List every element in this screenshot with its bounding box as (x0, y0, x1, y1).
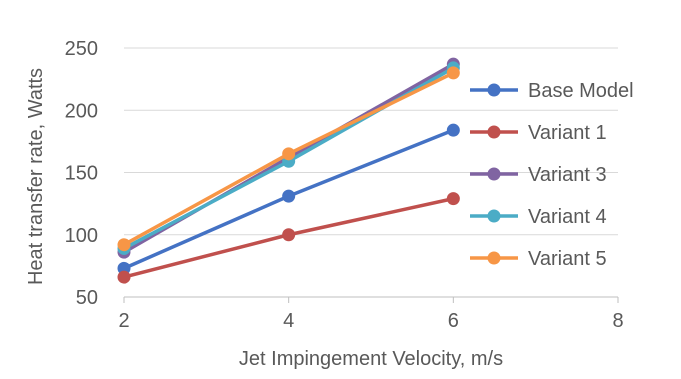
data-point (282, 189, 296, 203)
x-tick-label: 2 (118, 310, 129, 332)
legend-label: Variant 3 (528, 164, 607, 186)
x-tick-label: 4 (283, 310, 294, 332)
y-axis-title: Heat transfer rate, Watts (25, 68, 47, 285)
y-tick-label: 150 (65, 163, 98, 185)
y-tick-label: 100 (65, 225, 98, 247)
data-point (282, 228, 296, 242)
data-point (446, 192, 460, 206)
data-point (446, 66, 460, 80)
legend-swatch-marker (487, 125, 501, 139)
series-variant-5 (117, 66, 460, 252)
series-layer (117, 57, 460, 284)
legend: Base Model Variant 1 Variant 3 Variant 4 Var… (470, 80, 634, 270)
x-axis-ticks: 2 4 6 8 (118, 297, 624, 332)
data-point (282, 147, 296, 161)
x-axis-title: Jet Impingement Velocity, m/s (239, 348, 503, 370)
legend-label: Variant 4 (528, 206, 607, 228)
y-tick-label: 200 (65, 100, 98, 122)
legend-swatch-marker (487, 83, 501, 97)
legend-item: Base Model (470, 80, 634, 102)
y-tick-label: 50 (76, 287, 98, 309)
legend-label: Variant 1 (528, 122, 607, 144)
data-point (446, 123, 460, 137)
legend-swatch-marker (487, 209, 501, 223)
legend-swatch-marker (487, 167, 501, 181)
y-tick-label: 250 (65, 38, 98, 60)
series-variant-1 (117, 192, 460, 284)
legend-label: Base Model (528, 80, 634, 102)
legend-label: Variant 5 (528, 248, 607, 270)
y-axis-ticks: 50 100 150 200 250 (65, 38, 98, 309)
data-point (117, 238, 131, 252)
data-point (117, 270, 131, 284)
legend-swatch-marker (487, 251, 501, 265)
legend-item: Variant 1 (470, 122, 607, 144)
series-base-model (117, 123, 460, 275)
legend-item: Variant 4 (470, 206, 607, 228)
x-tick-label: 6 (448, 310, 459, 332)
legend-item: Variant 3 (470, 164, 607, 186)
legend-item: Variant 5 (470, 248, 607, 270)
x-tick-label: 8 (612, 310, 623, 332)
